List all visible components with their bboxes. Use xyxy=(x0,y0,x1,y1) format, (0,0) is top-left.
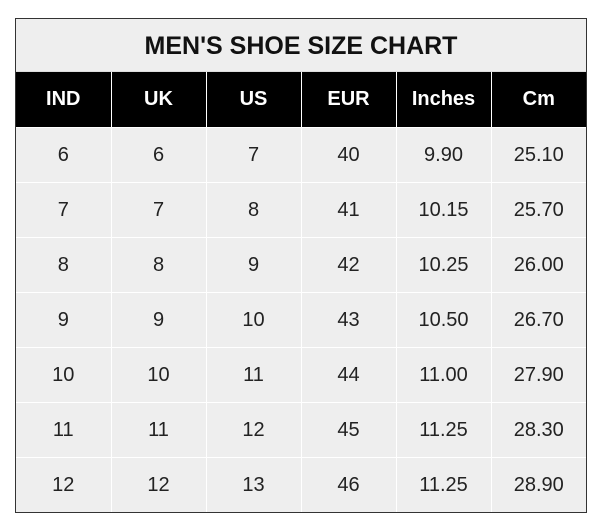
table-cell: 9 xyxy=(110,292,207,348)
table-cell: 26.00 xyxy=(490,237,586,293)
table-cell: 43 xyxy=(300,292,397,348)
table-cell: 44 xyxy=(300,347,397,403)
table-cell: 11 xyxy=(16,402,112,458)
table-cell: 7 xyxy=(205,127,302,183)
column-header-cm: Cm xyxy=(490,72,586,128)
table-cell: 11.25 xyxy=(395,457,492,512)
table-row: 7 7 8 41 10.15 25.70 xyxy=(16,182,586,238)
table-cell: 25.70 xyxy=(490,182,586,238)
column-header-eur: EUR xyxy=(300,72,396,128)
table-row: 8 8 9 42 10.25 26.00 xyxy=(16,237,586,293)
table-cell: 12 xyxy=(16,457,112,512)
table-cell: 28.30 xyxy=(490,402,586,458)
column-header-inches: Inches xyxy=(395,72,491,128)
table-cell: 27.90 xyxy=(490,347,586,403)
table-row: 9 9 10 43 10.50 26.70 xyxy=(16,292,586,348)
chart-title: MEN'S SHOE SIZE CHART xyxy=(16,19,586,72)
table-cell: 25.10 xyxy=(490,127,586,183)
table-cell: 10.25 xyxy=(395,237,492,293)
table-cell: 28.90 xyxy=(490,457,586,512)
table-cell: 7 xyxy=(110,182,207,238)
table-cell: 11 xyxy=(110,402,207,458)
table-cell: 7 xyxy=(16,182,112,238)
table-cell: 8 xyxy=(110,237,207,293)
table-cell: 11.25 xyxy=(395,402,492,458)
column-header-uk: UK xyxy=(110,72,206,128)
table-cell: 9.90 xyxy=(395,127,492,183)
table-cell: 10 xyxy=(110,347,207,403)
table-cell: 46 xyxy=(300,457,397,512)
table-row: 11 11 12 45 11.25 28.30 xyxy=(16,402,586,458)
table-cell: 45 xyxy=(300,402,397,458)
table-cell: 6 xyxy=(16,127,112,183)
table-cell: 10.50 xyxy=(395,292,492,348)
table-cell: 8 xyxy=(205,182,302,238)
table-cell: 9 xyxy=(16,292,112,348)
column-header-us: US xyxy=(205,72,301,128)
table-cell: 12 xyxy=(110,457,207,512)
table-cell: 6 xyxy=(110,127,207,183)
table-cell: 13 xyxy=(205,457,302,512)
size-chart: MEN'S SHOE SIZE CHART IND UK US EUR Inches Cm… xyxy=(15,18,587,513)
table-cell: 41 xyxy=(300,182,397,238)
table-cell: 40 xyxy=(300,127,397,183)
table-cell: 42 xyxy=(300,237,397,293)
table-cell: 10 xyxy=(16,347,112,403)
table-cell: 8 xyxy=(16,237,112,293)
table-cell: 11.00 xyxy=(395,347,492,403)
table-row: 12 12 13 46 11.25 28.90 xyxy=(16,457,586,512)
table-cell: 11 xyxy=(205,347,302,403)
table-cell: 10.15 xyxy=(395,182,492,238)
header-row: IND UK US EUR Inches Cm xyxy=(16,72,586,128)
table-row: 10 10 11 44 11.00 27.90 xyxy=(16,347,586,403)
table-cell: 9 xyxy=(205,237,302,293)
table-cell: 12 xyxy=(205,402,302,458)
table-row: 6 6 7 40 9.90 25.10 xyxy=(16,127,586,183)
column-header-ind: IND xyxy=(16,72,111,128)
size-table: IND UK US EUR Inches Cm 6 6 7 40 9.90 25.10 7 7 8 41 10… xyxy=(16,72,586,512)
table-cell: 10 xyxy=(205,292,302,348)
table-cell: 26.70 xyxy=(490,292,586,348)
